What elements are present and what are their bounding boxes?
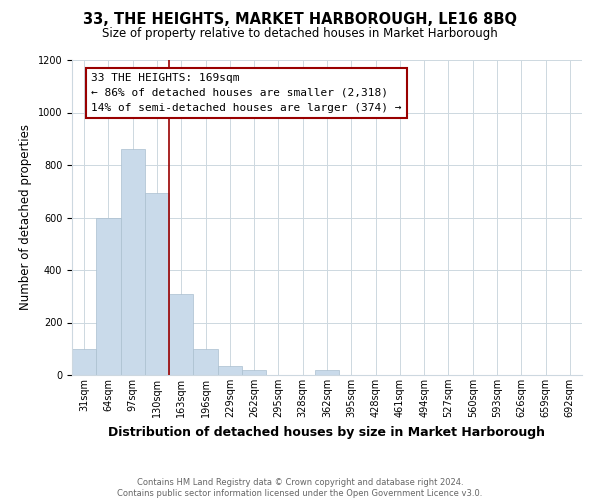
- Bar: [242, 370, 266, 375]
- Text: 33, THE HEIGHTS, MARKET HARBOROUGH, LE16 8BQ: 33, THE HEIGHTS, MARKET HARBOROUGH, LE16…: [83, 12, 517, 28]
- Bar: [193, 349, 218, 375]
- X-axis label: Distribution of detached houses by size in Market Harborough: Distribution of detached houses by size …: [109, 426, 545, 438]
- Bar: [121, 149, 145, 375]
- Text: Size of property relative to detached houses in Market Harborough: Size of property relative to detached ho…: [102, 28, 498, 40]
- Y-axis label: Number of detached properties: Number of detached properties: [19, 124, 32, 310]
- Bar: [218, 366, 242, 375]
- Bar: [96, 218, 121, 375]
- Bar: [169, 294, 193, 375]
- Text: Contains HM Land Registry data © Crown copyright and database right 2024.
Contai: Contains HM Land Registry data © Crown c…: [118, 478, 482, 498]
- Bar: [145, 192, 169, 375]
- Bar: [315, 370, 339, 375]
- Bar: [72, 349, 96, 375]
- Text: 33 THE HEIGHTS: 169sqm
← 86% of detached houses are smaller (2,318)
14% of semi-: 33 THE HEIGHTS: 169sqm ← 86% of detached…: [91, 73, 402, 112]
